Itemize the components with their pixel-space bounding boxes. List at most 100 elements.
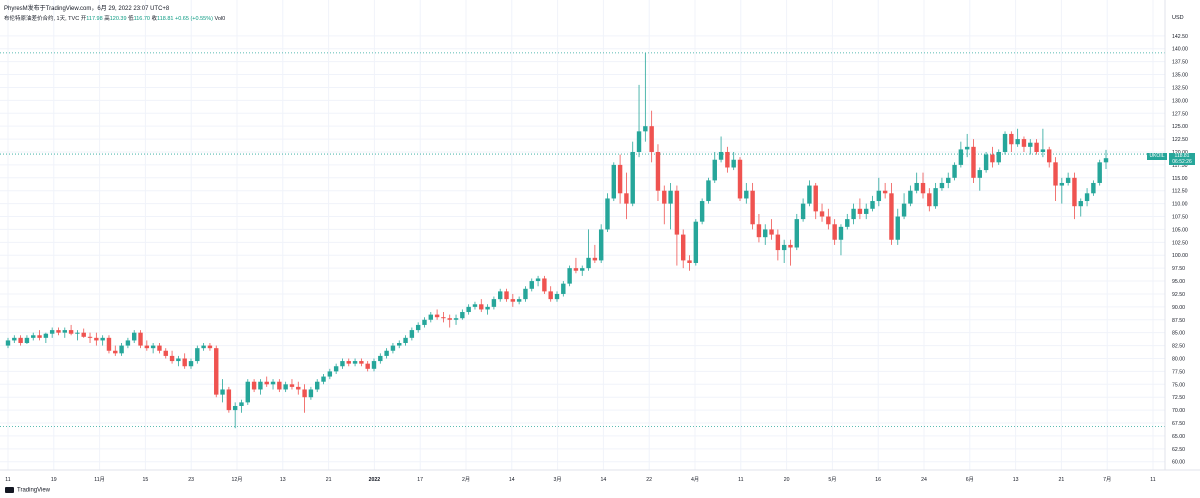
price-tick-label: 142.50 [1172, 34, 1188, 40]
candle-body [662, 190, 667, 204]
high-value: 120.39 [109, 16, 127, 22]
candle-body [643, 126, 648, 132]
candle [5, 337, 11, 349]
time-tick-label: 16 [875, 477, 881, 483]
candle-body [188, 361, 194, 367]
candle [119, 343, 124, 356]
candle-body [245, 381, 251, 403]
candle-body [630, 151, 635, 204]
price-tick-label: 122.50 [1172, 137, 1188, 143]
price-tick-label: 90.00 [1172, 305, 1185, 311]
candle-body [523, 288, 528, 300]
time-axis[interactable]: 11 19 11月 15 23 12月 13 21 2022 17 2月 14 3月 14 22 4月 11 20… [0, 469, 1200, 483]
candle [1072, 172, 1077, 220]
candle-body [251, 381, 257, 390]
candle [144, 340, 150, 351]
candle [264, 376, 269, 387]
candle [226, 386, 232, 413]
candle-body [586, 257, 591, 269]
price-tick-label: 75.00 [1172, 382, 1185, 388]
candle [390, 343, 396, 354]
candle [699, 198, 705, 225]
candle-body [390, 345, 396, 351]
candle-body [365, 363, 370, 369]
candle [1002, 131, 1008, 155]
close-value: 118.81 [157, 16, 174, 22]
candle [535, 275, 541, 287]
candle-body [636, 131, 642, 152]
candle-body [131, 332, 137, 341]
candle [693, 219, 699, 266]
candle [453, 314, 459, 325]
candle [573, 257, 579, 274]
candle-body [415, 324, 421, 331]
candle [870, 195, 875, 212]
time-tick-label: 11 [5, 477, 10, 483]
candle [1084, 188, 1090, 207]
candle-body [264, 381, 269, 385]
candle-body [769, 229, 774, 235]
candle [68, 324, 74, 336]
time-tick-label: 17 [417, 477, 423, 483]
candle [327, 368, 333, 380]
price-tick-label: 110.00 [1172, 202, 1188, 208]
candle [504, 288, 509, 302]
candle [952, 162, 957, 181]
candle [1103, 149, 1109, 170]
candle [491, 296, 497, 310]
candle-body [49, 330, 55, 334]
candle [87, 332, 93, 344]
candle-body [731, 159, 736, 168]
candle-body [201, 345, 206, 349]
candle [37, 330, 42, 341]
candle-body [838, 226, 844, 240]
candle [251, 379, 257, 393]
candle-body [314, 381, 320, 390]
candle [188, 358, 194, 369]
candle-body [195, 348, 200, 362]
candle [674, 185, 680, 266]
candle-body [1084, 193, 1090, 202]
candle-body [554, 293, 560, 300]
candle [826, 208, 831, 230]
candle-body [990, 154, 995, 163]
tradingview-logo[interactable]: TradingView [5, 487, 50, 494]
candle [889, 182, 894, 245]
candle-body [447, 318, 452, 320]
candle [927, 188, 932, 212]
candle-body [169, 355, 175, 362]
time-tick-label: 6月 [966, 476, 974, 483]
candle-body [43, 333, 49, 338]
candle [1053, 157, 1058, 202]
candle [1059, 177, 1065, 204]
price-tick-label: 62.50 [1172, 447, 1185, 453]
price-axis[interactable]: USD 142.50 140.00 137.50 135.00 132.50 130.00 1… [1164, 0, 1188, 470]
price-tick-label: 105.00 [1172, 227, 1188, 233]
candle [201, 343, 206, 351]
candle-body [359, 361, 364, 364]
candle-body [466, 306, 471, 313]
price-tick-label: 92.50 [1172, 292, 1185, 298]
candle-body [384, 350, 389, 356]
candle [737, 157, 743, 202]
candle-body [763, 229, 768, 238]
candle [706, 177, 711, 204]
candle-body [567, 268, 572, 284]
candle [43, 332, 49, 344]
candle [195, 345, 200, 364]
time-tick-label: 20 [784, 477, 790, 483]
candle [851, 203, 856, 225]
candle-body [794, 219, 800, 248]
candle-body [182, 358, 187, 367]
candle-body [371, 361, 377, 369]
price-tick-label: 137.50 [1172, 60, 1188, 66]
candle-body [655, 151, 661, 191]
candle-body [908, 190, 913, 204]
candle-body [983, 154, 989, 171]
candle-body [75, 332, 80, 334]
price-tick-label: 95.00 [1172, 279, 1185, 285]
price-tick-label: 87.50 [1172, 318, 1185, 324]
candle [466, 304, 471, 315]
candle-body [542, 278, 547, 292]
